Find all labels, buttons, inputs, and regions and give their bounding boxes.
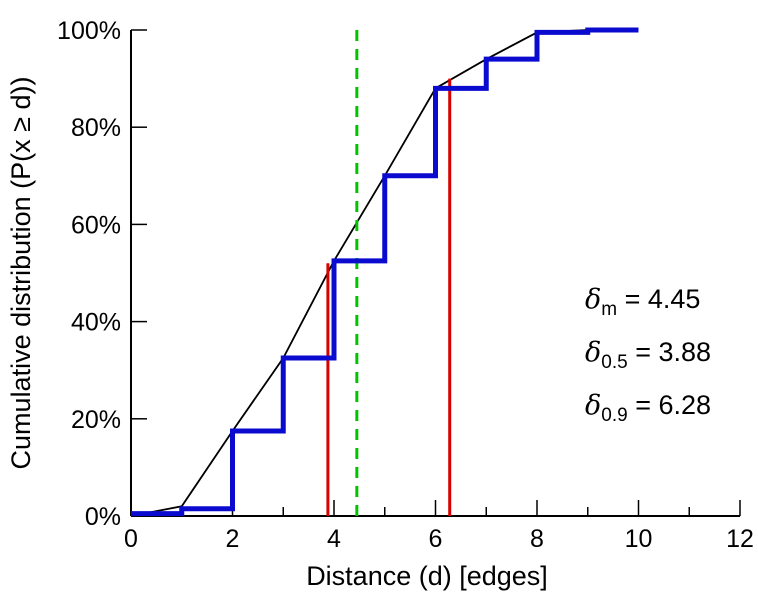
x-tick-label: 4 <box>327 525 341 553</box>
y-tick-label: 60% <box>71 211 121 239</box>
empirical-cdf-step <box>131 27 639 517</box>
y-axis-title: Cumulative distribution (P(x ≥ d)) <box>6 77 36 470</box>
fitted-curve <box>130 29 639 517</box>
x-axis-title: Distance (d) [edges] <box>306 561 548 591</box>
x-tick-label: 6 <box>429 525 443 553</box>
chart-generated-layer: 0 2 4 6 8 10 12 0% 20% 40% 60% 80% 100% δm = 4.45 δ0.5… <box>57 17 754 553</box>
annotation-delta-0.5: δ0.5 = 3.88 <box>585 337 711 373</box>
x-tick-label: 8 <box>530 525 544 553</box>
y-tick-label: 20% <box>71 406 121 434</box>
x-tick-label: 12 <box>726 525 754 553</box>
x-tick-label: 2 <box>226 525 240 553</box>
annotation-delta-m: δm = 4.45 <box>585 284 700 320</box>
y-tick-label: 100% <box>57 17 121 45</box>
x-tick-label: 0 <box>124 525 138 553</box>
x-tick-label: 10 <box>625 525 653 553</box>
y-tick-label: 80% <box>71 114 121 142</box>
y-tick-label: 40% <box>71 309 121 337</box>
y-tick-label: 0% <box>85 503 121 531</box>
annotation-delta-0.9: δ0.9 = 6.28 <box>585 390 711 426</box>
